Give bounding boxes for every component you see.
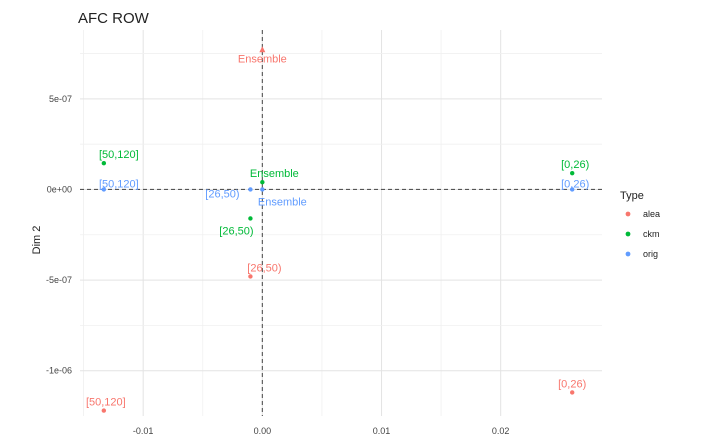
- legend-key: [625, 211, 631, 217]
- reference-lines: [80, 30, 602, 416]
- legend-entry-label: ckm: [643, 229, 660, 239]
- data-label: Ensemble: [258, 196, 307, 208]
- grid: [80, 30, 602, 416]
- legend-title: Type: [620, 190, 644, 202]
- y-tick-label: -5e-07: [46, 275, 72, 285]
- data-point-arrow: [259, 46, 266, 53]
- y-tick-label: 5e-07: [49, 94, 72, 104]
- data-label: Ensemble: [238, 53, 287, 65]
- y-tick-label: 0e+00: [47, 184, 72, 194]
- data-label: [26,50): [247, 262, 281, 274]
- data-label: [26,50): [219, 225, 253, 237]
- axis-ticks: -0.01 0.00 0.01 0.02 5e-07 0e+00 -5e-07 -1e-06: [46, 94, 509, 436]
- data-label: [0,26): [561, 178, 589, 190]
- data-point: [101, 408, 107, 413]
- data-label: [0,26): [561, 159, 589, 171]
- data-point: [260, 187, 265, 192]
- legend-entry-label: alea: [643, 209, 660, 219]
- data-point: [570, 390, 575, 395]
- chart-title: AFC ROW: [78, 10, 150, 27]
- data-label: [50,120]: [99, 149, 139, 161]
- data-point: [248, 274, 253, 279]
- data-label: Ensemble: [250, 168, 299, 180]
- data-label: [26,50): [205, 188, 239, 200]
- data-points: Ensemble [26,50) [50,120] [0,26) Ensemble [26…: [86, 46, 589, 413]
- data-point: [248, 187, 253, 192]
- data-point: [101, 187, 107, 192]
- x-tick-label: 0.02: [492, 426, 510, 436]
- legend: Type alea ckm orig: [620, 190, 660, 259]
- data-label: [50,120]: [86, 397, 126, 409]
- x-tick-label: 0.01: [373, 426, 391, 436]
- y-tick-label: -1e-06: [46, 366, 72, 376]
- x-tick-label: -0.01: [133, 426, 154, 436]
- data-point: [260, 180, 265, 185]
- legend-key: [625, 251, 631, 257]
- legend-entry-label: orig: [643, 249, 658, 259]
- data-point: [248, 216, 253, 221]
- y-axis-label: Dim 2: [31, 226, 43, 255]
- x-tick-label: 0.00: [254, 426, 272, 436]
- data-label: [50,120]: [99, 178, 139, 190]
- legend-key: [625, 231, 631, 237]
- data-label: [0,26): [558, 378, 586, 390]
- data-point: [570, 170, 575, 176]
- data-point: [570, 187, 575, 192]
- data-point: [101, 160, 107, 166]
